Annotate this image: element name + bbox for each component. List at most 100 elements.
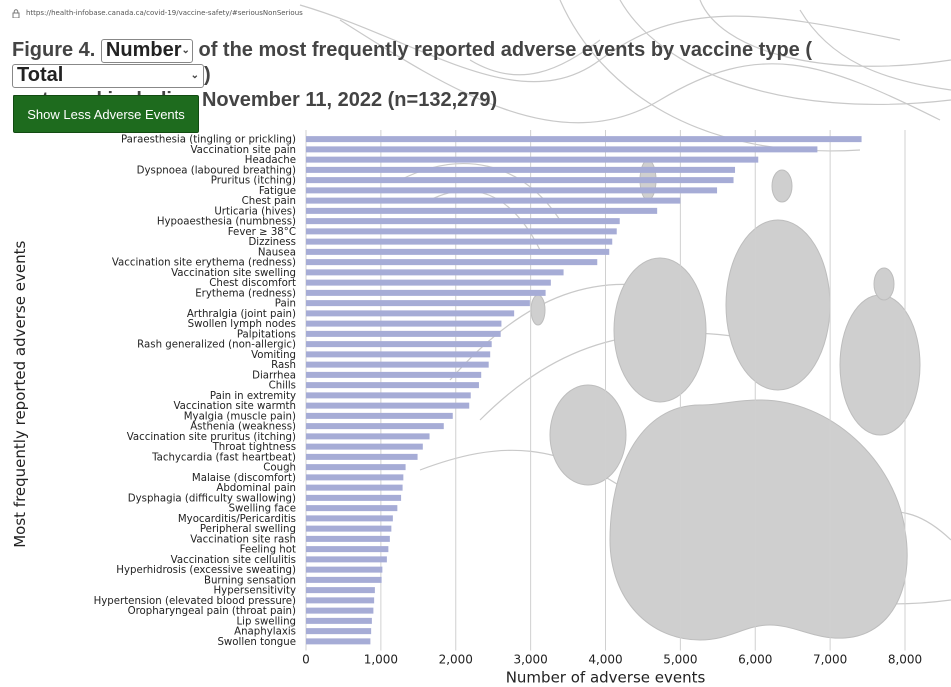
figure-title: Figure 4. Number ⌄ of the most frequently…: [12, 38, 947, 113]
category-label: Erythema (redness): [195, 288, 296, 299]
category-label: Tachycardia (fast heartbeat): [151, 452, 296, 463]
category-label: Swollen tongue: [217, 637, 296, 648]
category-label: Throat tightness: [212, 442, 296, 453]
x-tick-label: 0: [302, 653, 310, 667]
bar[interactable]: [306, 238, 613, 245]
bar[interactable]: [306, 207, 658, 214]
x-tick-label: 1,000: [364, 653, 398, 667]
bar[interactable]: [306, 371, 482, 378]
bar[interactable]: [306, 197, 681, 204]
bar[interactable]: [306, 382, 479, 389]
bar[interactable]: [306, 587, 375, 594]
category-label: Hypertension (elevated blood pressure): [94, 596, 296, 607]
figure-title-middle: of the most frequently reported adverse …: [198, 39, 813, 61]
bar[interactable]: [306, 515, 393, 522]
category-label: Myalgia (muscle pain): [184, 411, 296, 422]
category-label: Vaccination site swelling: [171, 268, 296, 279]
category-label: Nausea: [258, 247, 296, 258]
bar[interactable]: [306, 156, 759, 163]
bar[interactable]: [306, 484, 403, 491]
bar[interactable]: [306, 218, 620, 225]
bar[interactable]: [306, 525, 392, 532]
category-label: Dizziness: [248, 237, 296, 248]
measure-select-value: Number: [105, 39, 182, 62]
bar[interactable]: [306, 443, 423, 450]
bar[interactable]: [306, 279, 551, 286]
bar[interactable]: [306, 617, 372, 624]
bars: [306, 136, 862, 645]
x-tick-label: 6,000: [738, 653, 772, 667]
lock-icon: [12, 8, 20, 18]
bar[interactable]: [306, 474, 404, 481]
category-label: Arthralgia (joint pain): [187, 309, 296, 320]
category-label: Dyspnoea (laboured breathing): [137, 165, 296, 176]
vaccine-type-select-value: Total: [17, 64, 64, 87]
bar[interactable]: [306, 453, 418, 460]
bar[interactable]: [306, 136, 862, 143]
bar[interactable]: [306, 341, 492, 348]
bar[interactable]: [306, 494, 402, 501]
category-label: Pain in extremity: [210, 391, 296, 402]
y-axis-label: Most frequently reported adverse events: [11, 241, 29, 548]
bar[interactable]: [306, 177, 734, 184]
bar[interactable]: [306, 392, 471, 399]
category-label: Burning sensation: [204, 575, 296, 586]
category-label: Anaphylaxis: [234, 627, 296, 638]
bar[interactable]: [306, 146, 818, 153]
bar[interactable]: [306, 248, 610, 255]
browser-address-bar[interactable]: https://health-infobase.canada.ca/covid-…: [0, 0, 951, 26]
bar[interactable]: [306, 505, 398, 512]
category-label: Hyperhidrosis (excessive sweating): [116, 565, 296, 576]
bar[interactable]: [306, 269, 564, 276]
category-label: Paraesthesia (tingling or prickling): [121, 135, 296, 146]
category-label: Vaccination site pain: [190, 145, 296, 156]
category-label: Hypersensitivity: [214, 586, 297, 597]
bar[interactable]: [306, 628, 372, 635]
bar[interactable]: [306, 464, 406, 471]
category-label: Rash: [271, 360, 296, 371]
bar[interactable]: [306, 412, 453, 419]
category-label: Chest pain: [242, 196, 296, 207]
bar[interactable]: [306, 300, 530, 307]
bar[interactable]: [306, 259, 598, 266]
category-label: Palpitations: [237, 329, 296, 340]
bar[interactable]: [306, 546, 389, 553]
bar[interactable]: [306, 556, 387, 563]
category-label: Headache: [245, 155, 296, 166]
show-less-adverse-events-button[interactable]: Show Less Adverse Events: [13, 95, 199, 133]
vaccine-type-select[interactable]: Total ⌄: [12, 63, 204, 88]
bar[interactable]: [306, 187, 718, 194]
category-label: Fatigue: [259, 186, 296, 197]
bar[interactable]: [306, 566, 383, 573]
category-label: Cough: [263, 463, 296, 474]
bar[interactable]: [306, 330, 501, 337]
bar[interactable]: [306, 351, 491, 358]
category-label: Feeling hot: [240, 545, 296, 556]
bar[interactable]: [306, 320, 502, 327]
bar[interactable]: [306, 228, 617, 235]
bar[interactable]: [306, 423, 444, 430]
category-label: Dysphagia (difficulty swallowing): [128, 493, 296, 504]
url-text[interactable]: https://health-infobase.canada.ca/covid-…: [26, 9, 303, 17]
bar[interactable]: [306, 289, 546, 296]
bar[interactable]: [306, 310, 515, 317]
chevron-down-icon: ⌄: [181, 45, 190, 57]
category-label: Vomiting: [251, 350, 296, 361]
bar[interactable]: [306, 402, 470, 409]
category-label: Pruritus (itching): [211, 176, 296, 187]
bar[interactable]: [306, 535, 390, 542]
chevron-down-icon: ⌄: [190, 70, 199, 82]
bar[interactable]: [306, 361, 489, 368]
category-label: Vaccination site erythema (redness): [112, 258, 296, 269]
bar[interactable]: [306, 433, 430, 440]
bar[interactable]: [306, 638, 371, 645]
bar[interactable]: [306, 576, 382, 583]
category-label: Vaccination site pruritus (itching): [127, 432, 296, 443]
category-label: Oropharyngeal pain (throat pain): [128, 606, 296, 617]
bar[interactable]: [306, 607, 374, 614]
bar[interactable]: [306, 597, 375, 604]
measure-select[interactable]: Number ⌄: [100, 38, 193, 63]
category-label: Vaccination site cellulitis: [171, 555, 296, 566]
bar[interactable]: [306, 166, 736, 173]
x-tick-label: 5,000: [663, 653, 697, 667]
